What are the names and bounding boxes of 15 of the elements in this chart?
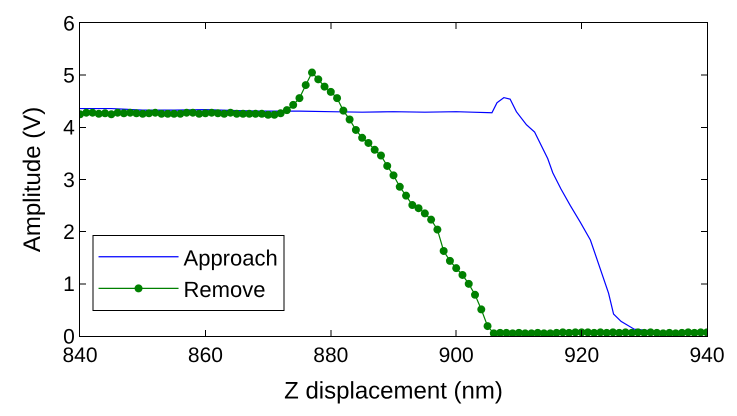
y-tick-label: 2 <box>63 221 75 244</box>
y-tick-label: 4 <box>63 116 76 140</box>
legend-label: Remove <box>184 276 266 302</box>
y-axis-title: Amplitude (V) <box>19 106 46 252</box>
x-axis-title: Z displacement (nm) <box>284 378 503 404</box>
x-tick-label: 920 <box>564 344 600 368</box>
x-tick-label: 940 <box>689 344 725 368</box>
y-tick-label: 3 <box>63 168 75 192</box>
y-tick-label: 5 <box>63 64 75 88</box>
x-tick-label: 860 <box>188 344 223 368</box>
x-tick-label: 880 <box>313 344 348 368</box>
y-tick-label: 1 <box>63 273 75 296</box>
legend-label: Approach <box>184 245 278 270</box>
x-tick-label: 900 <box>438 344 474 368</box>
y-tick-label: 6 <box>63 12 75 36</box>
